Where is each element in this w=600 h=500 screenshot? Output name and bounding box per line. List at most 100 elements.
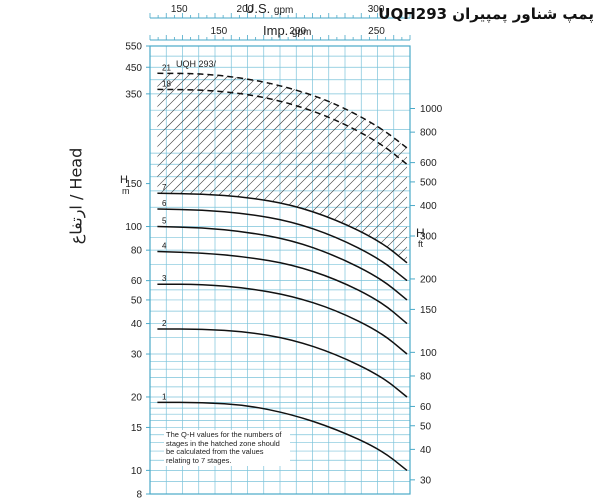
hatch-line [157, 73, 391, 263]
model-label: UQH 293/ [176, 59, 217, 69]
right-tick-label: 300 [420, 232, 437, 243]
hatch-line [540, 44, 600, 494]
y-axis-unit-left: m [122, 186, 130, 196]
hatch-line [157, 73, 271, 263]
hatch-line [157, 73, 401, 263]
hatch-line [157, 73, 331, 263]
hatch-line [157, 73, 371, 263]
right-tick-label: 150 [420, 305, 437, 316]
y-axis-symbol-left: H [120, 174, 128, 186]
plot-frame [149, 45, 411, 495]
hatch-line [157, 73, 407, 263]
curve-label-2: 2 [162, 319, 167, 328]
hatch-line [490, 44, 600, 494]
hatch-line [440, 44, 600, 494]
curve-label-7: 7 [162, 183, 167, 192]
hatch-line [430, 44, 600, 494]
left-tick-label: 450 [125, 63, 142, 74]
left-tick-label: 30 [131, 350, 143, 361]
y-symbol-h-left: H [120, 174, 128, 186]
imp-gpm-label: Imp. gpm [263, 23, 311, 38]
hatch-line [157, 73, 407, 263]
left-tick-label: 20 [131, 392, 143, 403]
y-axis-symbol-right: H [416, 226, 425, 240]
curve-label-21: 21 [162, 63, 171, 72]
us-gpm-unit: gpm [273, 5, 294, 16]
left-tick-label: 8 [136, 490, 142, 500]
hatched-zone-note: The Q-H values for the numbers of stages… [164, 430, 290, 467]
us-tick-label: 200 [237, 4, 254, 15]
us-tick-label: 300 [368, 4, 385, 15]
left-tick-label: 50 [131, 295, 143, 306]
left-tick-label: 150 [125, 179, 142, 190]
hatch-line [470, 44, 600, 494]
hatch-line [530, 44, 600, 494]
hatch-line [379, 73, 407, 263]
curve-stage-18 [157, 88, 408, 165]
curve-label-1: 1 [162, 392, 167, 401]
curve-label-5: 5 [162, 217, 167, 226]
right-tick-label: 100 [420, 348, 437, 359]
hatch-line [157, 73, 381, 263]
right-tick-label: 50 [420, 421, 432, 432]
imp-gpm-unit: gpm [291, 27, 312, 38]
curve-stage-6 [157, 208, 408, 282]
imp-tick-label: 250 [368, 26, 385, 37]
us-gpm-label: U.S. gpm [245, 1, 293, 16]
y-axis-unit-right: ft [418, 239, 424, 249]
hatch-line [500, 44, 600, 494]
hatch-line [510, 44, 600, 494]
curve-stage-3 [157, 283, 408, 355]
curve-stage-2 [157, 328, 408, 398]
top-axes: 150 200 300 150 200 250 [149, 4, 411, 41]
curve-stage-5 [157, 225, 408, 301]
hatch-line [480, 44, 600, 494]
imp-tick-label: 150 [211, 26, 228, 37]
curve-stage-21 [157, 72, 408, 149]
curves [157, 72, 408, 471]
hatch-line [157, 73, 361, 263]
right-axis-ticks: 30 40 50 60 80 100 150 200 300 400 500 600 800 1000 [410, 104, 443, 486]
hatch-line [157, 73, 341, 263]
left-tick-label: 350 [125, 89, 142, 100]
left-tick-label: 550 [125, 42, 142, 53]
hatch-line [157, 73, 311, 263]
left-tick-label: 60 [131, 276, 143, 287]
y-axis-label: ارتفاع / Head [66, 147, 86, 245]
right-tick-label: 80 [420, 371, 432, 382]
us-tick-label: 150 [171, 4, 188, 15]
hatch-line [157, 73, 351, 263]
hatch-line [520, 44, 600, 494]
right-tick-label: 60 [420, 402, 432, 413]
page-title: پمپ شناور پمپیران UQH293 [378, 5, 594, 23]
right-tick-label: 400 [420, 201, 437, 212]
us-gpm-prefix: U.S. [245, 1, 271, 16]
right-tick-label: 1000 [420, 104, 443, 115]
hatch-line [157, 73, 251, 263]
imp-gpm-prefix: Imp. [263, 23, 289, 38]
left-tick-label: 10 [131, 466, 143, 477]
right-tick-label: 40 [420, 445, 432, 456]
right-tick-label: 500 [420, 177, 437, 188]
imp-tick-label: 200 [289, 26, 306, 37]
right-tick-label: 800 [420, 128, 437, 139]
curve-label-18: 18 [162, 79, 171, 88]
left-tick-label: 100 [125, 222, 142, 233]
curve-label-4: 4 [162, 241, 167, 250]
curve-stage-7 [157, 192, 408, 264]
hatch-line [460, 44, 600, 494]
hatch-line [157, 73, 281, 263]
hatch-line [420, 44, 600, 494]
hatch-line [157, 73, 261, 263]
left-axis-ticks: 8 10 15 20 30 40 50 60 80 100 150 350 450 550 [125, 42, 150, 500]
hatch-line [157, 73, 301, 263]
hatch-line [450, 44, 600, 494]
left-tick-label: 80 [131, 246, 143, 257]
curve-labels: 1 2 3 4 5 6 7 18 21 [162, 63, 171, 401]
hatch-line [157, 73, 407, 263]
curve-label-3: 3 [162, 274, 167, 283]
hatch-line [157, 73, 321, 263]
right-tick-label: 200 [420, 274, 437, 285]
right-tick-label: 600 [420, 158, 437, 169]
